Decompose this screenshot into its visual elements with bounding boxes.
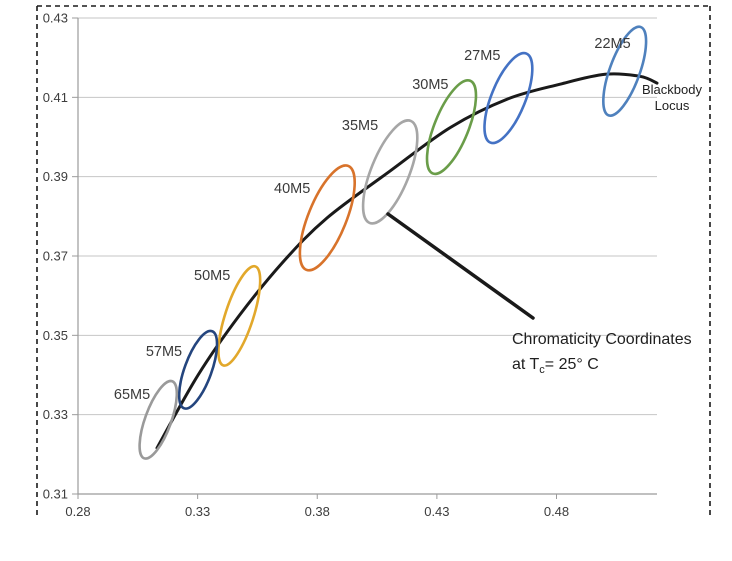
macadam-ellipse-35M5 bbox=[361, 119, 419, 225]
macadam-ellipse-40M5 bbox=[298, 164, 356, 272]
ellipse-label-57M5: 57M5 bbox=[146, 344, 182, 360]
x-tick-label: 0.33 bbox=[185, 504, 210, 519]
x-tick-label: 0.38 bbox=[305, 504, 330, 519]
ellipse-label-27M5: 27M5 bbox=[464, 48, 500, 64]
ellipse-label-65M5: 65M5 bbox=[114, 387, 150, 403]
ellipse-label-35M5: 35M5 bbox=[342, 118, 378, 134]
ellipse-label-30M5: 30M5 bbox=[412, 77, 448, 93]
y-tick-label: 0.31 bbox=[43, 487, 68, 502]
ellipse-label-40M5: 40M5 bbox=[274, 181, 310, 197]
y-tick-label: 0.39 bbox=[43, 169, 68, 184]
subscript-c: c bbox=[539, 364, 545, 376]
ellipse-label-50M5: 50M5 bbox=[194, 268, 230, 284]
y-tick-label: 0.37 bbox=[43, 249, 68, 264]
y-tick-label: 0.41 bbox=[43, 90, 68, 105]
annotation-line1: Chromaticity Coordinates bbox=[512, 331, 692, 348]
x-tick-label: 0.43 bbox=[424, 504, 449, 519]
blackbody-locus-curve bbox=[155, 72, 659, 450]
y-tick-label: 0.43 bbox=[43, 11, 68, 26]
annotation-pointer-line bbox=[386, 212, 535, 320]
annotation-line2: at Tc= 25° C bbox=[512, 356, 599, 376]
macadam-ellipse-22M5 bbox=[602, 25, 648, 117]
x-tick-label: 0.28 bbox=[65, 504, 90, 519]
macadam-ellipse-27M5 bbox=[483, 51, 534, 145]
macadam-ellipse-30M5 bbox=[425, 79, 478, 176]
x-tick-label: 0.48 bbox=[544, 504, 569, 519]
y-tick-label: 0.35 bbox=[43, 328, 68, 343]
annotation-text: Chromaticity Coordinates at Tc= 25° C bbox=[512, 327, 692, 383]
y-tick-label: 0.33 bbox=[43, 407, 68, 422]
macadam-ellipse-50M5 bbox=[217, 264, 262, 367]
macadam-ellipse-57M5 bbox=[177, 329, 219, 410]
ellipse-label-22M5: 22M5 bbox=[594, 36, 630, 52]
macadam-ellipse-65M5 bbox=[138, 379, 179, 460]
blackbody-locus-label: Blackbody Locus bbox=[642, 82, 702, 113]
